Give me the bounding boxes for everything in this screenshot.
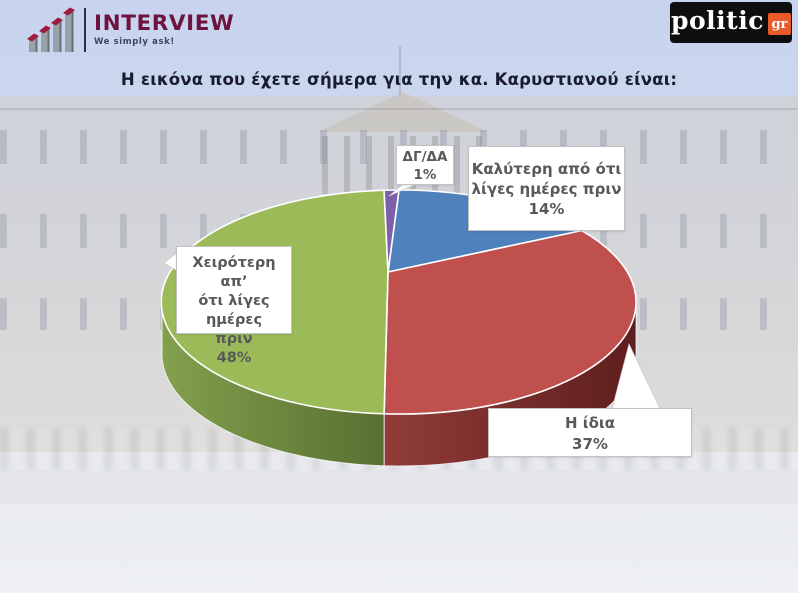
- chart-title: Η εικόνα που έχετε σήμερα για την κα. Κα…: [120, 70, 678, 89]
- politic-logo-name: politic: [671, 6, 764, 35]
- callout-worse-value: 48%: [216, 350, 252, 366]
- pie-slice-1: [383, 229, 637, 415]
- interview-logo-divider: [84, 8, 86, 52]
- callout-same-value: 37%: [572, 435, 608, 453]
- callout-box-same: Η ίδια 37%: [488, 408, 692, 457]
- background-steps: [0, 470, 798, 504]
- background-roofline: [0, 108, 798, 110]
- interview-logo-name: INTERVIEW: [94, 11, 235, 36]
- callout-box-dgda: ΔΓ/ΔΑ 1%: [396, 145, 454, 185]
- callout-worse-line1: Χειρότερη απ’: [192, 255, 276, 290]
- callout-better-value: 14%: [528, 200, 565, 218]
- callout-dgda-label: ΔΓ/ΔΑ: [402, 149, 448, 165]
- interview-bars-icon: [27, 7, 75, 52]
- callout-better-line1: Καλύτερη από ότι: [471, 160, 622, 178]
- politic-logo-gr-badge: gr: [767, 13, 791, 35]
- callout-dgda-value: 1%: [413, 167, 437, 183]
- callout-better-line2: λίγες ημέρες πριν: [471, 180, 622, 198]
- callout-worse-line2: ότι λίγες ημέρες: [198, 293, 270, 328]
- callout-box-worse: Χειρότερη απ’ ότι λίγες ημέρες πριν 48%: [176, 246, 292, 366]
- callout-worse-line3: πριν: [215, 331, 253, 347]
- interview-logo-tagline: We simply ask!: [94, 37, 175, 47]
- interview-logo: INTERVIEW We simply ask!: [26, 6, 234, 54]
- callout-box-better: Καλύτερη από ότι λίγες ημέρες πριν 14%: [468, 146, 625, 231]
- politic-logo: politic gr: [670, 2, 792, 43]
- callout-same-label: Η ίδια: [564, 414, 616, 432]
- background-flagpole: [399, 46, 401, 96]
